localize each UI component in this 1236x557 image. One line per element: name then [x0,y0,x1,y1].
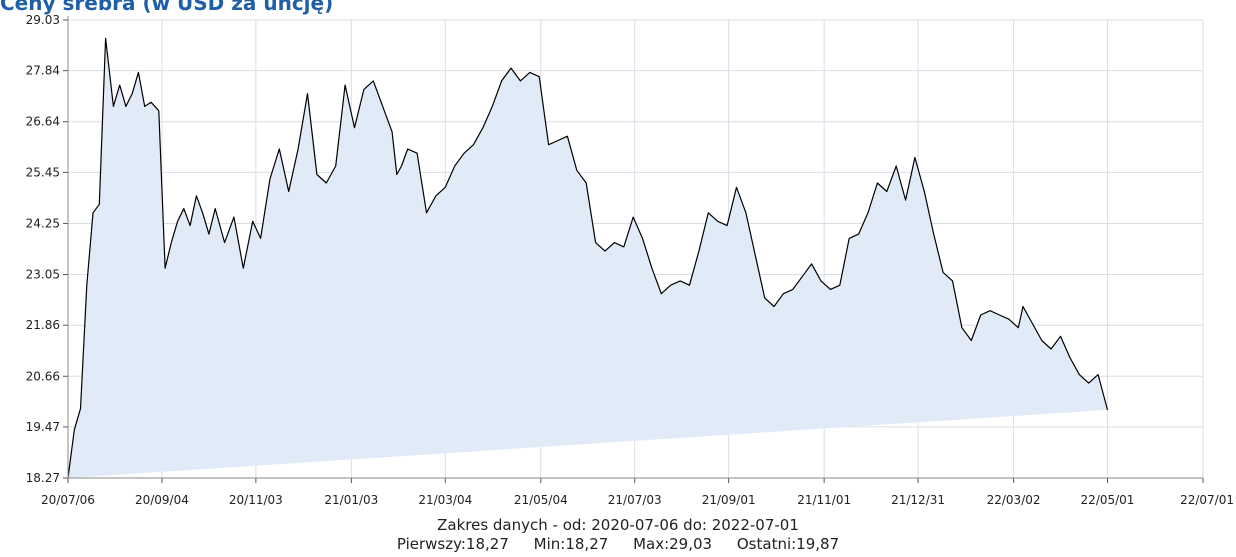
x-axis-ticks: 20/07/06 20/09/04 20/11/03 21/01/03 21/03/04… [41,493,1234,507]
chart-title: Ceny srebra (w USD za uncję) [0,0,334,15]
area-fill [68,38,1108,479]
x-tick-label: 21/01/03 [324,493,378,507]
y-tick-label: 18.27 [26,471,60,485]
x-tick-label: 21/12/31 [891,493,945,507]
y-tick-label: 25.45 [26,165,60,179]
price-line [67,37,1109,479]
silver-price-chart: 29.03 27.84 26.64 25.45 24.25 23.05 21.86 20.66… [26,13,1234,507]
x-tick-label: 21/11/01 [797,493,851,507]
stat-min: Min:18,27 [533,535,609,553]
stat-last: Ostatni:19,87 [736,535,840,553]
y-tick-label: 29.03 [26,13,60,27]
y-tick-label: 27.84 [26,64,60,78]
x-tick-label: 22/05/01 [1081,493,1135,507]
x-tick-label: 21/07/03 [608,493,662,507]
y-tick-label: 19.47 [26,420,60,434]
footer-stats: Pierwszy:18,27 Min:18,27 Max:29,03 Ostat… [0,535,1236,553]
x-tick-label: 22/03/02 [987,493,1041,507]
stat-first: Pierwszy:18,27 [396,535,509,553]
x-tick-label: 20/09/04 [135,493,189,507]
y-axis-ticks: 29.03 27.84 26.64 25.45 24.25 23.05 21.86 20.66… [26,13,60,485]
y-tick-label: 20.66 [26,369,60,383]
price-area [67,37,1109,479]
stat-max: Max:29,03 [633,535,713,553]
axes [63,16,1204,483]
x-tick-label: 21/05/04 [514,493,568,507]
y-tick-label: 24.25 [26,216,60,230]
footer-range: Zakres danych - od: 2020-07-06 do: 2022-… [0,516,1236,534]
x-tick-label: 21/09/01 [702,493,756,507]
y-tick-label: 23.05 [26,268,60,282]
y-tick-label: 21.86 [26,318,60,332]
x-tick-label: 22/07/01 [1180,493,1234,507]
x-tick-label: 21/03/04 [418,493,472,507]
range-text: Zakres danych - od: 2020-07-06 do: 2022-… [437,516,799,534]
x-tick-label: 20/07/06 [41,493,95,507]
y-tick-label: 26.64 [26,115,60,129]
x-tick-label: 20/11/03 [229,493,283,507]
